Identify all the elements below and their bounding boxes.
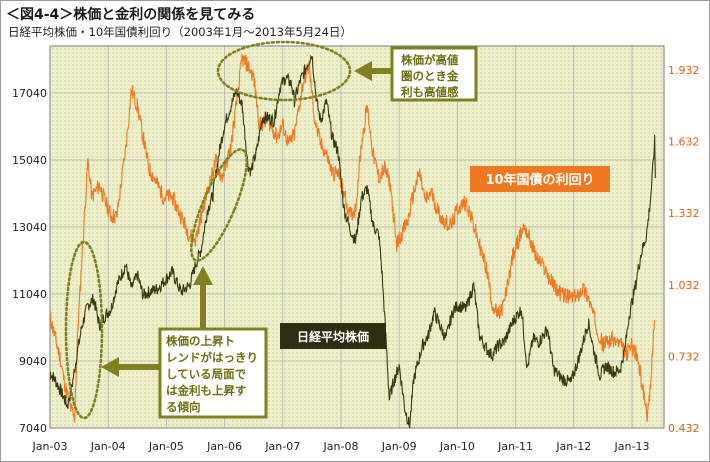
series-line-nikkei <box>49 54 656 429</box>
plot-border <box>49 45 665 429</box>
chart-subtitle: 日経平均株価・10年国債利回り（2003年1月～2013年5月24日） <box>8 25 352 39</box>
x-tick-label: Jan-13 <box>614 440 650 453</box>
y-left-tick-label: 11040 <box>12 288 47 301</box>
x-tick-label: Jan-03 <box>32 440 68 453</box>
y-left-tick-label: 13040 <box>12 221 47 234</box>
label-nikkei: 日経平均株価 <box>297 329 369 344</box>
annotation-text-trend: る傾向 <box>166 400 201 414</box>
x-tick-label: Jan-05 <box>148 440 184 453</box>
label-jgb: 10年国債の利回り <box>485 172 594 188</box>
x-tick-label: Jan-06 <box>206 440 242 453</box>
plot-area <box>50 46 664 428</box>
series-line-jgb-yield <box>49 54 656 423</box>
arrow-shaft-high <box>370 68 392 74</box>
arrow-head-trend-left <box>101 357 119 377</box>
annotation-text-trend: レンドがはっきり <box>166 351 258 365</box>
annotation-text-trend: している局面で <box>166 367 246 381</box>
annotation-text-high: 株価が高値 <box>401 53 459 67</box>
y-right-tick-label: 0.732 <box>668 350 700 363</box>
annotation-text-high: 圏のとき金 <box>401 69 459 83</box>
highlight-ellipse-mid <box>190 148 248 262</box>
annotation-text-trend: は金利も上昇す <box>166 384 247 398</box>
x-tick-label: Jan-08 <box>323 440 359 453</box>
x-tick-label: Jan-04 <box>90 440 126 453</box>
label-box-jgb <box>470 166 610 192</box>
y-left-tick-label: 15040 <box>12 154 47 167</box>
arrow-shaft-trend-up <box>200 283 206 333</box>
y-right-tick-label: 0.432 <box>668 422 700 435</box>
annotation-box-high <box>390 46 478 102</box>
highlight-ellipse-left <box>64 240 104 420</box>
y-left-tick-label: 9040 <box>19 355 47 368</box>
highlight-ellipse-top <box>216 40 352 102</box>
x-tick-label: Jan-10 <box>439 440 475 453</box>
x-tick-label: Jan-12 <box>555 440 591 453</box>
x-tick-label: Jan-09 <box>381 440 417 453</box>
annotation-text-high: 利も高値感 <box>400 85 459 99</box>
annotation-box-trend <box>158 327 268 419</box>
y-right-tick-label: 1.932 <box>668 64 700 77</box>
label-box-nikkei <box>280 323 386 349</box>
x-tick-label: Jan-11 <box>497 440 533 453</box>
y-right-tick-label: 1.332 <box>668 207 700 220</box>
arrow-head-high <box>354 61 372 81</box>
y-left-tick-label: 17040 <box>12 87 47 100</box>
x-tick-label: Jan-07 <box>264 440 300 453</box>
y-right-tick-label: 1.632 <box>668 136 700 149</box>
y-right-tick-label: 1.032 <box>668 279 700 292</box>
chart-title: ＜図4-4＞株価と金利の関係を見てみる <box>6 7 256 23</box>
y-left-tick-label: 7040 <box>19 422 47 435</box>
arrow-shaft-trend-left <box>118 364 160 370</box>
annotation-text-trend: 株価の上昇ト <box>166 334 235 348</box>
arrow-head-trend-up <box>193 266 213 285</box>
